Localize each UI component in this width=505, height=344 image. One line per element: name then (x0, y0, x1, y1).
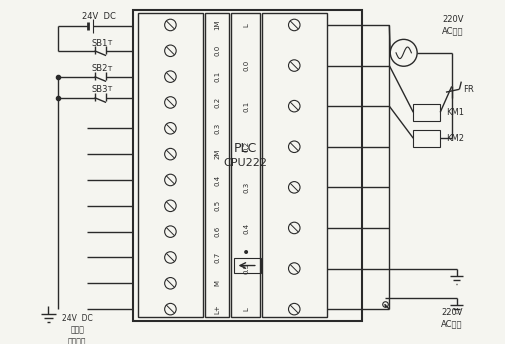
Text: 220V: 220V (441, 308, 463, 316)
Text: AC电源: AC电源 (442, 26, 464, 35)
Text: •: • (242, 246, 250, 260)
Text: 0.0: 0.0 (215, 45, 221, 56)
Text: 0.7: 0.7 (215, 252, 221, 263)
Bar (234, 258, 261, 273)
Text: M: M (215, 280, 221, 286)
Text: KM1: KM1 (446, 108, 464, 117)
Text: 0.1: 0.1 (243, 100, 249, 112)
Text: 0.2: 0.2 (243, 141, 249, 152)
Bar (133, 10, 363, 321)
Text: AC电源: AC电源 (441, 319, 463, 328)
Text: PLC: PLC (234, 142, 257, 155)
Bar (262, 13, 327, 317)
Text: SB3: SB3 (91, 85, 108, 94)
Text: SB1: SB1 (91, 39, 108, 47)
Bar (231, 13, 260, 317)
Text: L: L (243, 307, 249, 311)
Text: L: L (243, 23, 249, 27)
Text: SB2: SB2 (91, 64, 108, 74)
Bar (413, 104, 440, 121)
Text: 24V  DC: 24V DC (82, 12, 116, 21)
Text: T: T (107, 40, 111, 46)
Text: 0.5: 0.5 (215, 200, 221, 211)
Text: 0.6: 0.6 (215, 226, 221, 237)
Text: 0.3: 0.3 (243, 182, 249, 193)
Text: T: T (107, 66, 111, 72)
Text: L+: L+ (215, 304, 221, 314)
Text: 220V: 220V (442, 15, 464, 24)
Text: 1M: 1M (215, 20, 221, 30)
Text: 电源输出: 电源输出 (68, 337, 86, 344)
Text: 0.4: 0.4 (243, 222, 249, 234)
Text: 0.1: 0.1 (215, 71, 221, 82)
Text: 0.0: 0.0 (243, 60, 249, 71)
Text: KM2: KM2 (446, 134, 464, 143)
Text: FR: FR (463, 85, 474, 94)
Text: 0.4: 0.4 (215, 174, 221, 185)
Text: 传感器: 传感器 (70, 326, 84, 335)
Text: CPU222: CPU222 (223, 158, 267, 168)
Text: 0.2: 0.2 (215, 97, 221, 108)
Text: 0.3: 0.3 (215, 123, 221, 134)
Text: T: T (107, 86, 111, 92)
Text: 2M: 2M (215, 149, 221, 159)
Bar (413, 130, 440, 147)
Bar (205, 13, 229, 317)
Text: 0.5: 0.5 (243, 263, 249, 274)
Bar (138, 13, 203, 317)
Text: 24V  DC: 24V DC (62, 314, 92, 323)
